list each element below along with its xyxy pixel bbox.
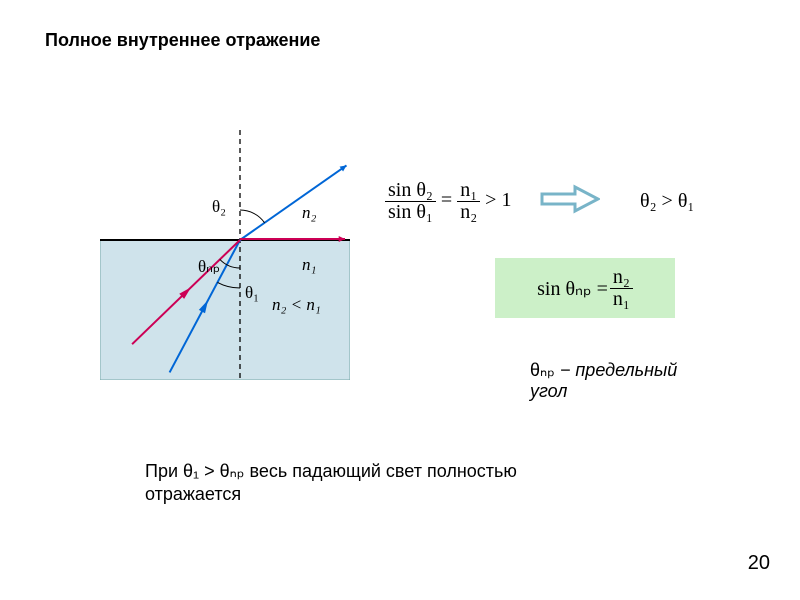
conclusion-text: При θ₁ > θₙₚ весь падающий свет полность… <box>145 460 665 507</box>
svg-text:θ₁: θ₁ <box>245 283 259 302</box>
eq1-den: sin θ₁ <box>385 202 436 223</box>
svg-text:n₂ < n₁: n₂ < n₁ <box>272 295 321 314</box>
eq1-eq: = <box>436 189 457 211</box>
eq1-den2: n₂ <box>457 202 480 223</box>
svg-text:θₙₚ: θₙₚ <box>198 257 220 276</box>
crit-theta: θₙₚ <box>530 360 555 380</box>
slide-title: Полное внутреннее отражение <box>45 30 320 51</box>
svg-text:θ₂: θ₂ <box>212 197 226 216</box>
crit-line2: угол <box>530 381 567 401</box>
green-den: n₁ <box>610 289 633 310</box>
bottom-line2: отражается <box>145 484 241 504</box>
green-lhs: sin θₙₚ = <box>537 276 608 301</box>
svg-text:n₁: n₁ <box>302 255 316 274</box>
page-number: 20 <box>748 552 770 575</box>
critical-angle-formula-box: sin θₙₚ = n₂ n₁ <box>495 258 675 318</box>
eq1-tail: > 1 <box>480 189 511 211</box>
bottom-line1: При θ₁ > θₙₚ весь падающий свет полность… <box>145 461 517 481</box>
eq1-num: sin θ₂ <box>385 180 436 202</box>
eq1-num2: n₁ <box>457 180 480 202</box>
equation-snell-ratio: sin θ₂ sin θ₁ = n₁ n₂ > 1 <box>385 180 511 223</box>
implication-arrow <box>540 184 600 214</box>
critical-angle-label: θₙₚ − предельный угол <box>530 360 677 401</box>
refraction-diagram: θ₂ θ₁ θₙₚ n₂ n₁ n₂ < n₁ <box>100 130 350 380</box>
svg-text:n₂: n₂ <box>302 203 317 222</box>
equation-theta-inequality: θ₂ > θ₁ <box>640 190 694 213</box>
green-num: n₂ <box>610 267 633 289</box>
crit-rest: − предельный <box>555 360 677 380</box>
